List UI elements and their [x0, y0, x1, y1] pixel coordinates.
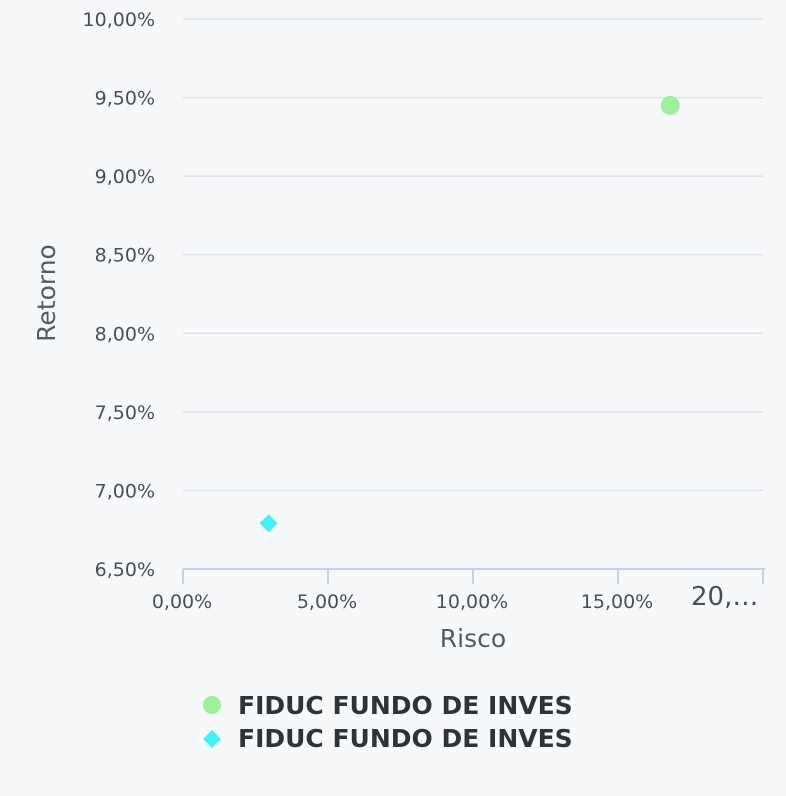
data-point-diamond[interactable] — [259, 514, 278, 533]
y-tick-label: 7,00% — [95, 480, 155, 502]
data-points — [259, 95, 680, 533]
y-tick-label: 9,00% — [95, 166, 155, 188]
y-axis-title: Retorno — [32, 244, 61, 342]
x-axis-title: Risco — [440, 624, 506, 653]
grid-lines — [183, 18, 763, 492]
x-tick-label: 0,00% — [152, 591, 212, 613]
y-tick-label: 8,00% — [95, 323, 155, 345]
x-tick-label: 5,00% — [297, 591, 357, 613]
x-tick-label: 10,00% — [436, 591, 508, 613]
x-axis — [182, 568, 765, 584]
data-point-circle[interactable] — [660, 95, 680, 115]
x-tick-label: 20,… — [691, 582, 758, 612]
y-tick-labels: 6,50% 7,00% 7,50% 8,00% 8,50% 9,00% 9,50% 10,00… — [83, 9, 155, 581]
legend-marker-diamond — [203, 730, 221, 748]
legend-marker-circle — [203, 696, 221, 714]
x-tick-labels: 0,00% 5,00% 10,00% 15,00% 20,… — [152, 582, 759, 613]
y-tick-label: 6,50% — [95, 559, 155, 581]
legend-item-2[interactable]: FIDUC FUNDO DE INVES — [203, 724, 573, 753]
legend-label-1: FIDUC FUNDO DE INVES — [238, 691, 573, 720]
legend-item-1[interactable]: FIDUC FUNDO DE INVES — [203, 691, 573, 720]
y-tick-label: 8,50% — [95, 245, 155, 267]
y-tick-label: 9,50% — [95, 88, 155, 110]
y-tick-label: 7,50% — [95, 402, 155, 424]
x-tick-label: 15,00% — [581, 591, 653, 613]
legend: FIDUC FUNDO DE INVES FIDUC FUNDO DE INVE… — [203, 691, 573, 753]
y-tick-label: 10,00% — [83, 9, 155, 31]
legend-label-2: FIDUC FUNDO DE INVES — [238, 724, 573, 753]
